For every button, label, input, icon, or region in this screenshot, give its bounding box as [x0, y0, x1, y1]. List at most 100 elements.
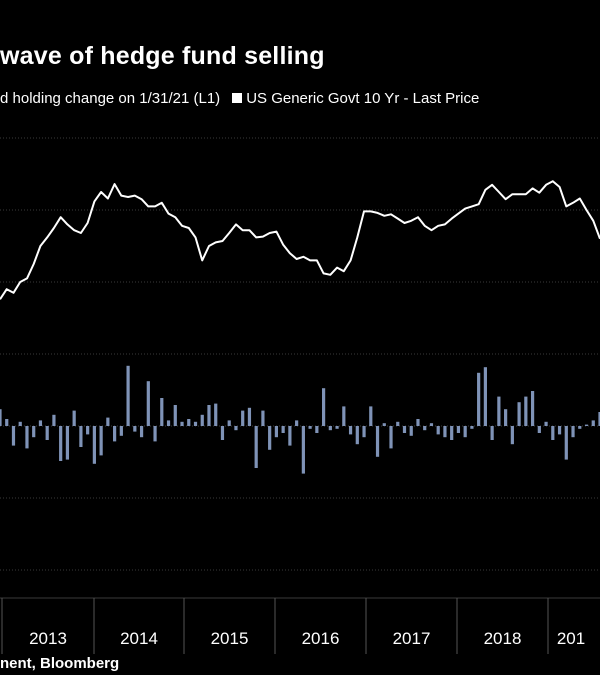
bar-51 [342, 406, 346, 426]
bar-46 [308, 426, 312, 429]
x-tick-label-201: 201 [557, 629, 585, 648]
bar-7 [45, 426, 49, 440]
bar-86 [578, 426, 582, 429]
bar-64 [429, 423, 434, 426]
bar-81 [544, 421, 548, 426]
chart-title: wave of hedge fund selling [0, 42, 325, 70]
bar-66 [443, 426, 447, 438]
bar-13 [86, 426, 90, 435]
bar-1 [5, 419, 9, 426]
bar-71 [477, 372, 481, 426]
bar-88 [591, 420, 595, 426]
legend: d holding change on 1/31/21 (L1) US Gener… [0, 90, 479, 107]
bar-24 [160, 398, 164, 426]
bar-68 [456, 426, 461, 433]
bar-83 [557, 426, 562, 435]
bar-58 [389, 426, 393, 449]
bar-70 [470, 426, 474, 429]
legend-bars-label: d holding change on 1/31/21 (L1) [0, 90, 221, 107]
bar-67 [450, 426, 454, 440]
bar-78 [524, 396, 528, 426]
x-tick-label-2016: 2016 [302, 629, 340, 648]
bar-27 [180, 421, 184, 426]
bar-31 [207, 405, 211, 426]
bar-22 [146, 381, 150, 426]
bar-82 [551, 426, 555, 440]
bar-62 [416, 419, 420, 426]
bar-79 [530, 391, 535, 426]
bar-74 [497, 396, 501, 426]
bar-42 [281, 426, 285, 433]
bar-84 [564, 426, 568, 460]
bar-85 [571, 426, 575, 438]
bar-0 [0, 409, 2, 426]
bar-21 [139, 426, 144, 438]
bar-43 [288, 426, 292, 446]
bar-6 [38, 420, 43, 426]
bar-75 [504, 409, 508, 426]
bar-3 [18, 421, 22, 426]
bar-14 [92, 426, 96, 464]
bar-87 [584, 424, 589, 426]
bar-80 [537, 426, 541, 433]
bar-11 [72, 410, 76, 426]
bar-29 [193, 421, 198, 426]
bar-4 [25, 426, 29, 449]
bar-39 [261, 410, 265, 426]
bar-61 [409, 426, 413, 436]
bar-33 [220, 426, 225, 440]
gridlines [0, 137, 600, 571]
bar-69 [463, 426, 467, 438]
bar-77 [517, 402, 521, 426]
bar-28 [187, 419, 191, 426]
bar-37 [247, 407, 252, 426]
bar-17 [113, 426, 117, 442]
bar-45 [301, 426, 305, 474]
x-tick-label-2013: 2013 [29, 629, 67, 648]
bar-15 [99, 426, 103, 456]
x-tick-label-2017: 2017 [393, 629, 431, 648]
bar-25 [166, 420, 171, 426]
bar-50 [335, 426, 339, 429]
legend-line-label: US Generic Govt 10 Yr - Last Price [246, 90, 480, 107]
bar-59 [396, 421, 400, 426]
bar-12 [79, 426, 83, 447]
bar-57 [382, 423, 386, 426]
legend-line-swatch [232, 93, 243, 103]
x-tick-label-2014: 2014 [120, 629, 158, 648]
bar-38 [254, 426, 258, 468]
x-axis: 2013 2014 2015 2016 2017 2018 201 [0, 597, 600, 654]
bar-53 [355, 426, 359, 445]
bar-35 [234, 426, 238, 431]
bar-48 [321, 388, 326, 426]
bar-8 [52, 414, 56, 426]
x-tick-label-2018: 2018 [484, 629, 522, 648]
bar-89 [598, 412, 600, 426]
bar-60 [402, 426, 407, 433]
bar-34 [227, 420, 231, 426]
bar-73 [490, 426, 494, 440]
bar-26 [173, 405, 177, 426]
bar-56 [375, 426, 380, 457]
bar-55 [369, 406, 373, 426]
bar-36 [241, 410, 245, 426]
bar-16 [106, 417, 110, 426]
bar-5 [32, 426, 36, 438]
source-note: nent, Bloomberg [0, 655, 120, 672]
bar-19 [126, 365, 130, 426]
bar-47 [315, 426, 319, 433]
bar-20 [133, 426, 137, 432]
bar-65 [436, 426, 440, 435]
bar-series [0, 365, 600, 474]
bar-72 [483, 367, 487, 426]
bar-18 [119, 426, 123, 436]
bar-10 [65, 426, 70, 460]
bar-49 [328, 426, 332, 431]
bar-23 [153, 426, 157, 442]
x-tick-label-2015: 2015 [211, 629, 249, 648]
bar-76 [510, 426, 514, 445]
bar-40 [268, 426, 272, 450]
bar-9 [59, 426, 63, 461]
bar-32 [214, 403, 218, 426]
